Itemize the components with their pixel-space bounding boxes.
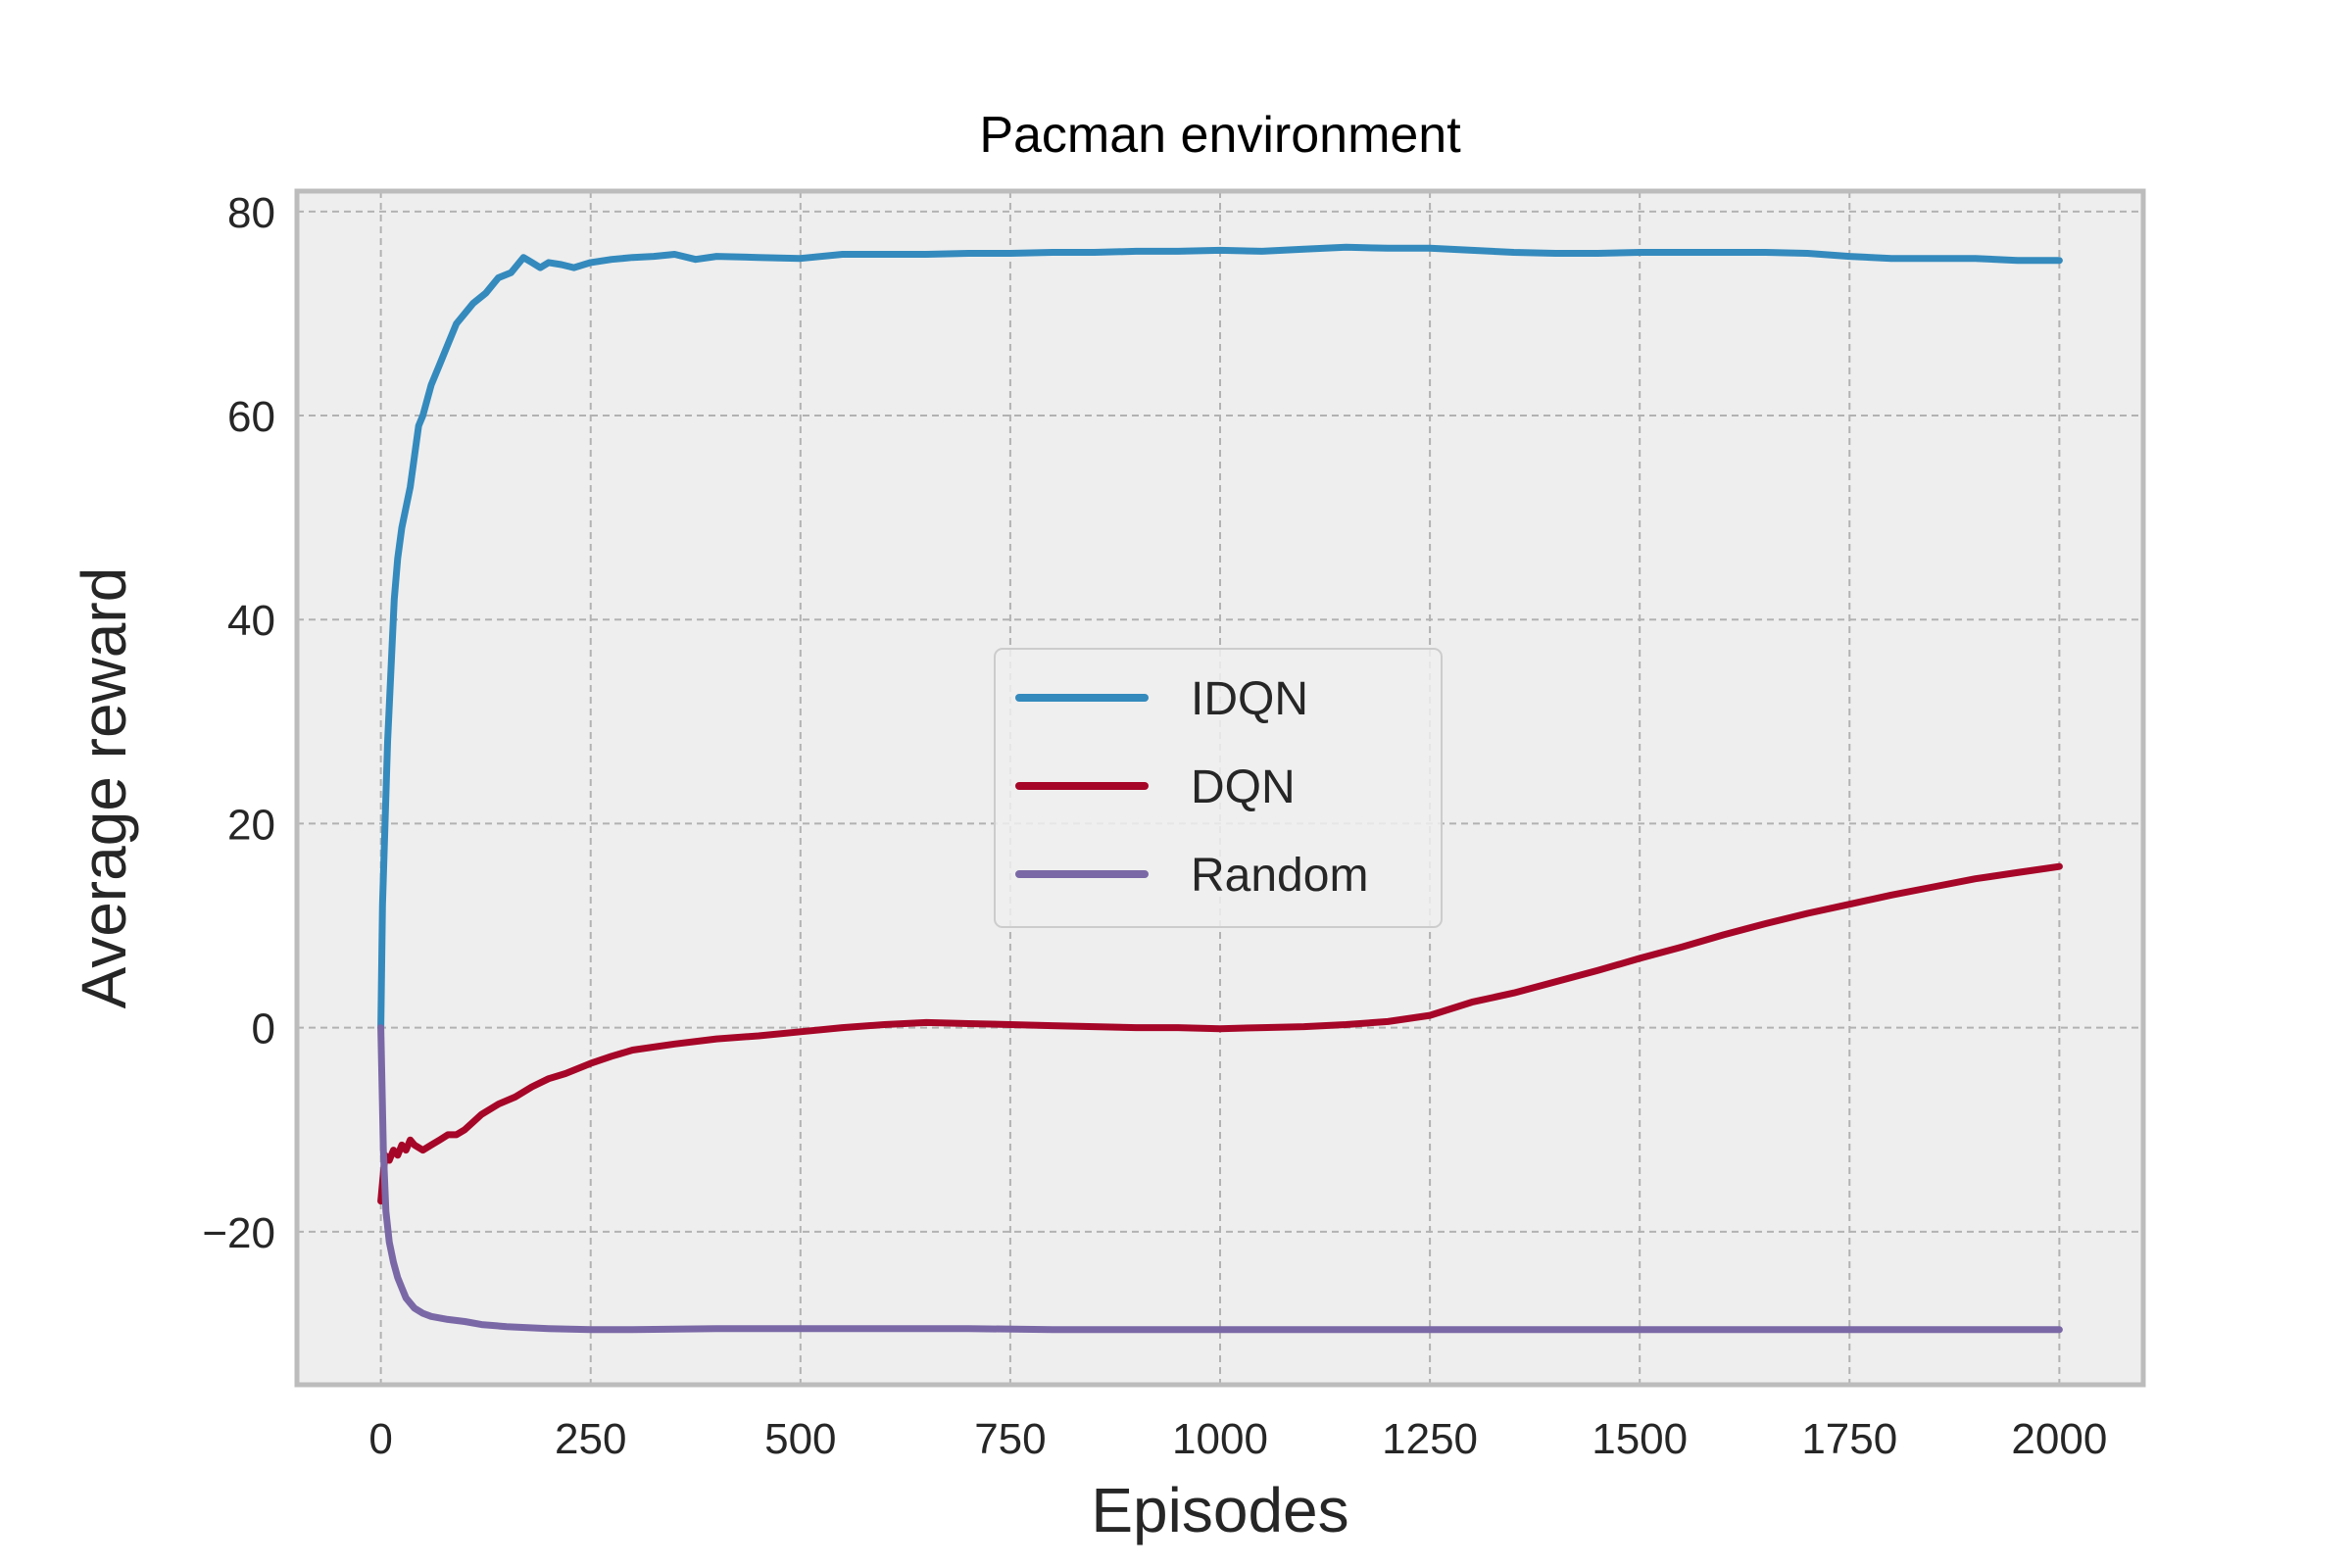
series-line-dqn (377, 862, 2063, 1205)
x-tick-label: 500 (764, 1415, 836, 1463)
chart-title: Pacman environment (979, 107, 1461, 164)
x-axis-label: Episodes (1091, 1475, 1348, 1545)
legend: IDQN DQN Random (994, 648, 1443, 928)
y-tick-labels: −20 0 20 40 60 80 (202, 189, 275, 1257)
x-tick-labels: 0 250 500 750 1000 1250 1500 1750 2000 (368, 1415, 2107, 1463)
y-tick-label: 0 (252, 1005, 275, 1054)
y-tick-label: 20 (227, 801, 275, 849)
series-line-idqn (377, 243, 2063, 1032)
x-tick-label: 250 (555, 1415, 626, 1463)
x-tick-label: 1000 (1172, 1415, 1268, 1463)
y-tick-label: 60 (227, 393, 275, 441)
legend-label-idqn: IDQN (1191, 673, 1308, 725)
series-line-random (377, 1024, 2063, 1334)
series-lines (377, 243, 2063, 1334)
legend-label-dqn: DQN (1191, 761, 1296, 813)
y-tick-label: 80 (227, 189, 275, 237)
x-tick-label: 1750 (1801, 1415, 1897, 1463)
x-tick-label: 750 (974, 1415, 1046, 1463)
legend-label-random: Random (1191, 850, 1368, 902)
y-tick-label: 40 (227, 597, 275, 645)
plot-frame (294, 188, 2146, 1388)
y-tick-label: −20 (202, 1209, 275, 1257)
y-axis-label: Average reward (69, 567, 139, 1009)
x-tick-label: 0 (368, 1415, 392, 1463)
legend-box (994, 648, 1443, 928)
x-tick-label: 2000 (2011, 1415, 2107, 1463)
x-tick-label: 1250 (1382, 1415, 1478, 1463)
x-tick-label: 1500 (1592, 1415, 1688, 1463)
